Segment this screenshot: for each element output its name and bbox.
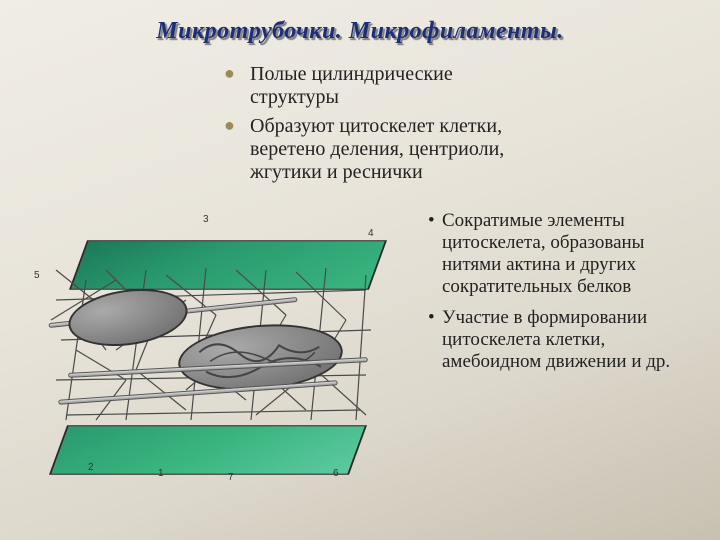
cytoskeleton-diagram: 5 3 4 2 1 7 6 [28,210,408,490]
diagram-label-2: 2 [88,462,94,473]
diagram-label-4: 4 [368,228,374,239]
right-bullet-1: Сократимые элементы цитоскелета, образов… [428,210,678,297]
diagram-label-3: 3 [203,214,209,225]
diagram-label-6: 6 [333,468,339,479]
diagram-label-5: 5 [34,270,40,281]
slide-title: Микротрубочки. Микрофиламенты. [28,18,692,45]
right-bullet-list: Сократимые элементы цитоскелета, образов… [428,210,678,383]
top-bullet-1: Полые цилиндрические структуры [228,63,518,109]
diagram-label-7: 7 [228,472,234,483]
diagram-label-1: 1 [158,468,164,479]
slide-container: Микротрубочки. Микрофиламенты. Полые цил… [0,0,720,540]
right-bullet-2: Участие в формировании цитоскелета клетк… [428,307,678,373]
bottom-membrane-plate [49,425,367,475]
top-bullet-2: Образуют цитоскелет клетки, веретено дел… [228,115,518,184]
bottom-area: 5 3 4 2 1 7 6 Сократимые элементы цитоск… [28,210,692,490]
top-bullet-list: Полые цилиндрические структуры Образуют … [228,63,518,184]
content-area: Полые цилиндрические структуры Образуют … [28,63,692,184]
